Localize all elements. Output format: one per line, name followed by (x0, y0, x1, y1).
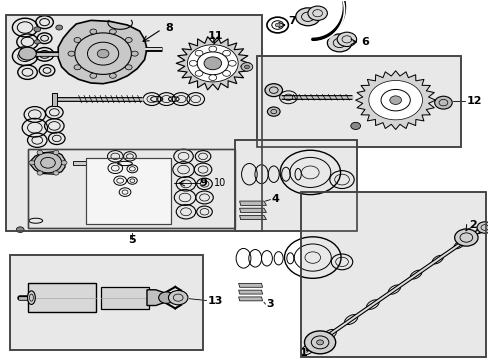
Circle shape (53, 150, 59, 155)
Polygon shape (176, 37, 249, 90)
Circle shape (307, 6, 327, 21)
Text: 10: 10 (214, 178, 226, 188)
Text: 1: 1 (300, 348, 307, 358)
Circle shape (241, 63, 252, 71)
Text: 7: 7 (288, 17, 296, 26)
Circle shape (267, 107, 280, 116)
Circle shape (16, 227, 24, 233)
Circle shape (195, 71, 203, 76)
Bar (300, 192, 485, 357)
Bar (27, 149, 234, 228)
Circle shape (327, 34, 351, 52)
Circle shape (189, 60, 197, 66)
Polygon shape (239, 215, 266, 220)
Circle shape (244, 65, 249, 69)
Text: 11: 11 (207, 31, 223, 41)
Circle shape (476, 222, 488, 233)
Bar (101, 287, 149, 309)
Circle shape (37, 150, 43, 155)
Circle shape (68, 51, 75, 56)
Circle shape (29, 161, 35, 165)
Text: 2: 2 (468, 220, 476, 230)
Circle shape (222, 71, 230, 76)
Circle shape (195, 50, 203, 56)
Circle shape (350, 122, 360, 130)
Circle shape (434, 96, 451, 109)
Bar (27, 283, 96, 312)
Bar (73, 161, 86, 165)
Bar (300, 192, 485, 357)
Bar (86, 158, 171, 224)
Text: 8: 8 (165, 23, 172, 32)
Circle shape (37, 171, 43, 175)
Circle shape (454, 229, 477, 246)
Circle shape (125, 65, 132, 70)
Circle shape (222, 50, 230, 56)
Circle shape (304, 331, 335, 354)
Circle shape (208, 46, 216, 52)
Circle shape (316, 340, 323, 345)
Circle shape (168, 291, 187, 305)
Circle shape (368, 81, 422, 120)
Polygon shape (238, 283, 262, 287)
Polygon shape (239, 201, 266, 205)
Circle shape (131, 51, 138, 56)
Bar (234, 140, 356, 231)
Polygon shape (58, 21, 147, 84)
Circle shape (158, 292, 174, 303)
Circle shape (203, 57, 221, 70)
Circle shape (56, 25, 62, 30)
Bar (86, 158, 171, 224)
Circle shape (74, 65, 81, 70)
Circle shape (90, 73, 97, 78)
Text: 12: 12 (466, 96, 481, 106)
Text: 3: 3 (266, 299, 273, 309)
Polygon shape (238, 290, 262, 294)
Circle shape (208, 75, 216, 81)
Circle shape (295, 8, 320, 26)
Circle shape (53, 171, 59, 175)
Bar (256, 56, 461, 147)
Text: 5: 5 (128, 235, 136, 245)
Text: 6: 6 (361, 37, 368, 47)
Bar (10, 255, 203, 350)
Polygon shape (31, 152, 65, 174)
Circle shape (264, 84, 282, 96)
Circle shape (97, 49, 109, 58)
Polygon shape (147, 290, 168, 306)
Bar (27, 149, 234, 228)
Circle shape (228, 60, 236, 66)
Circle shape (187, 45, 238, 82)
Circle shape (389, 96, 401, 104)
Text: 13: 13 (207, 296, 223, 306)
Circle shape (34, 40, 40, 44)
Polygon shape (238, 297, 262, 301)
Circle shape (61, 161, 67, 165)
Circle shape (109, 29, 116, 34)
Circle shape (336, 32, 356, 46)
Circle shape (74, 37, 81, 42)
Bar (10, 255, 203, 350)
Ellipse shape (27, 291, 35, 305)
Circle shape (125, 37, 132, 42)
Text: 4: 4 (271, 194, 279, 204)
Polygon shape (355, 71, 435, 130)
Polygon shape (52, 93, 57, 105)
Circle shape (275, 23, 280, 27)
Circle shape (34, 27, 41, 32)
Circle shape (19, 47, 36, 60)
Circle shape (109, 73, 116, 78)
Polygon shape (239, 208, 266, 212)
Text: 9: 9 (199, 178, 206, 188)
Bar (5, 15, 261, 231)
Bar (5, 15, 261, 231)
Circle shape (90, 29, 97, 34)
Bar (256, 56, 461, 147)
Bar (234, 140, 356, 231)
